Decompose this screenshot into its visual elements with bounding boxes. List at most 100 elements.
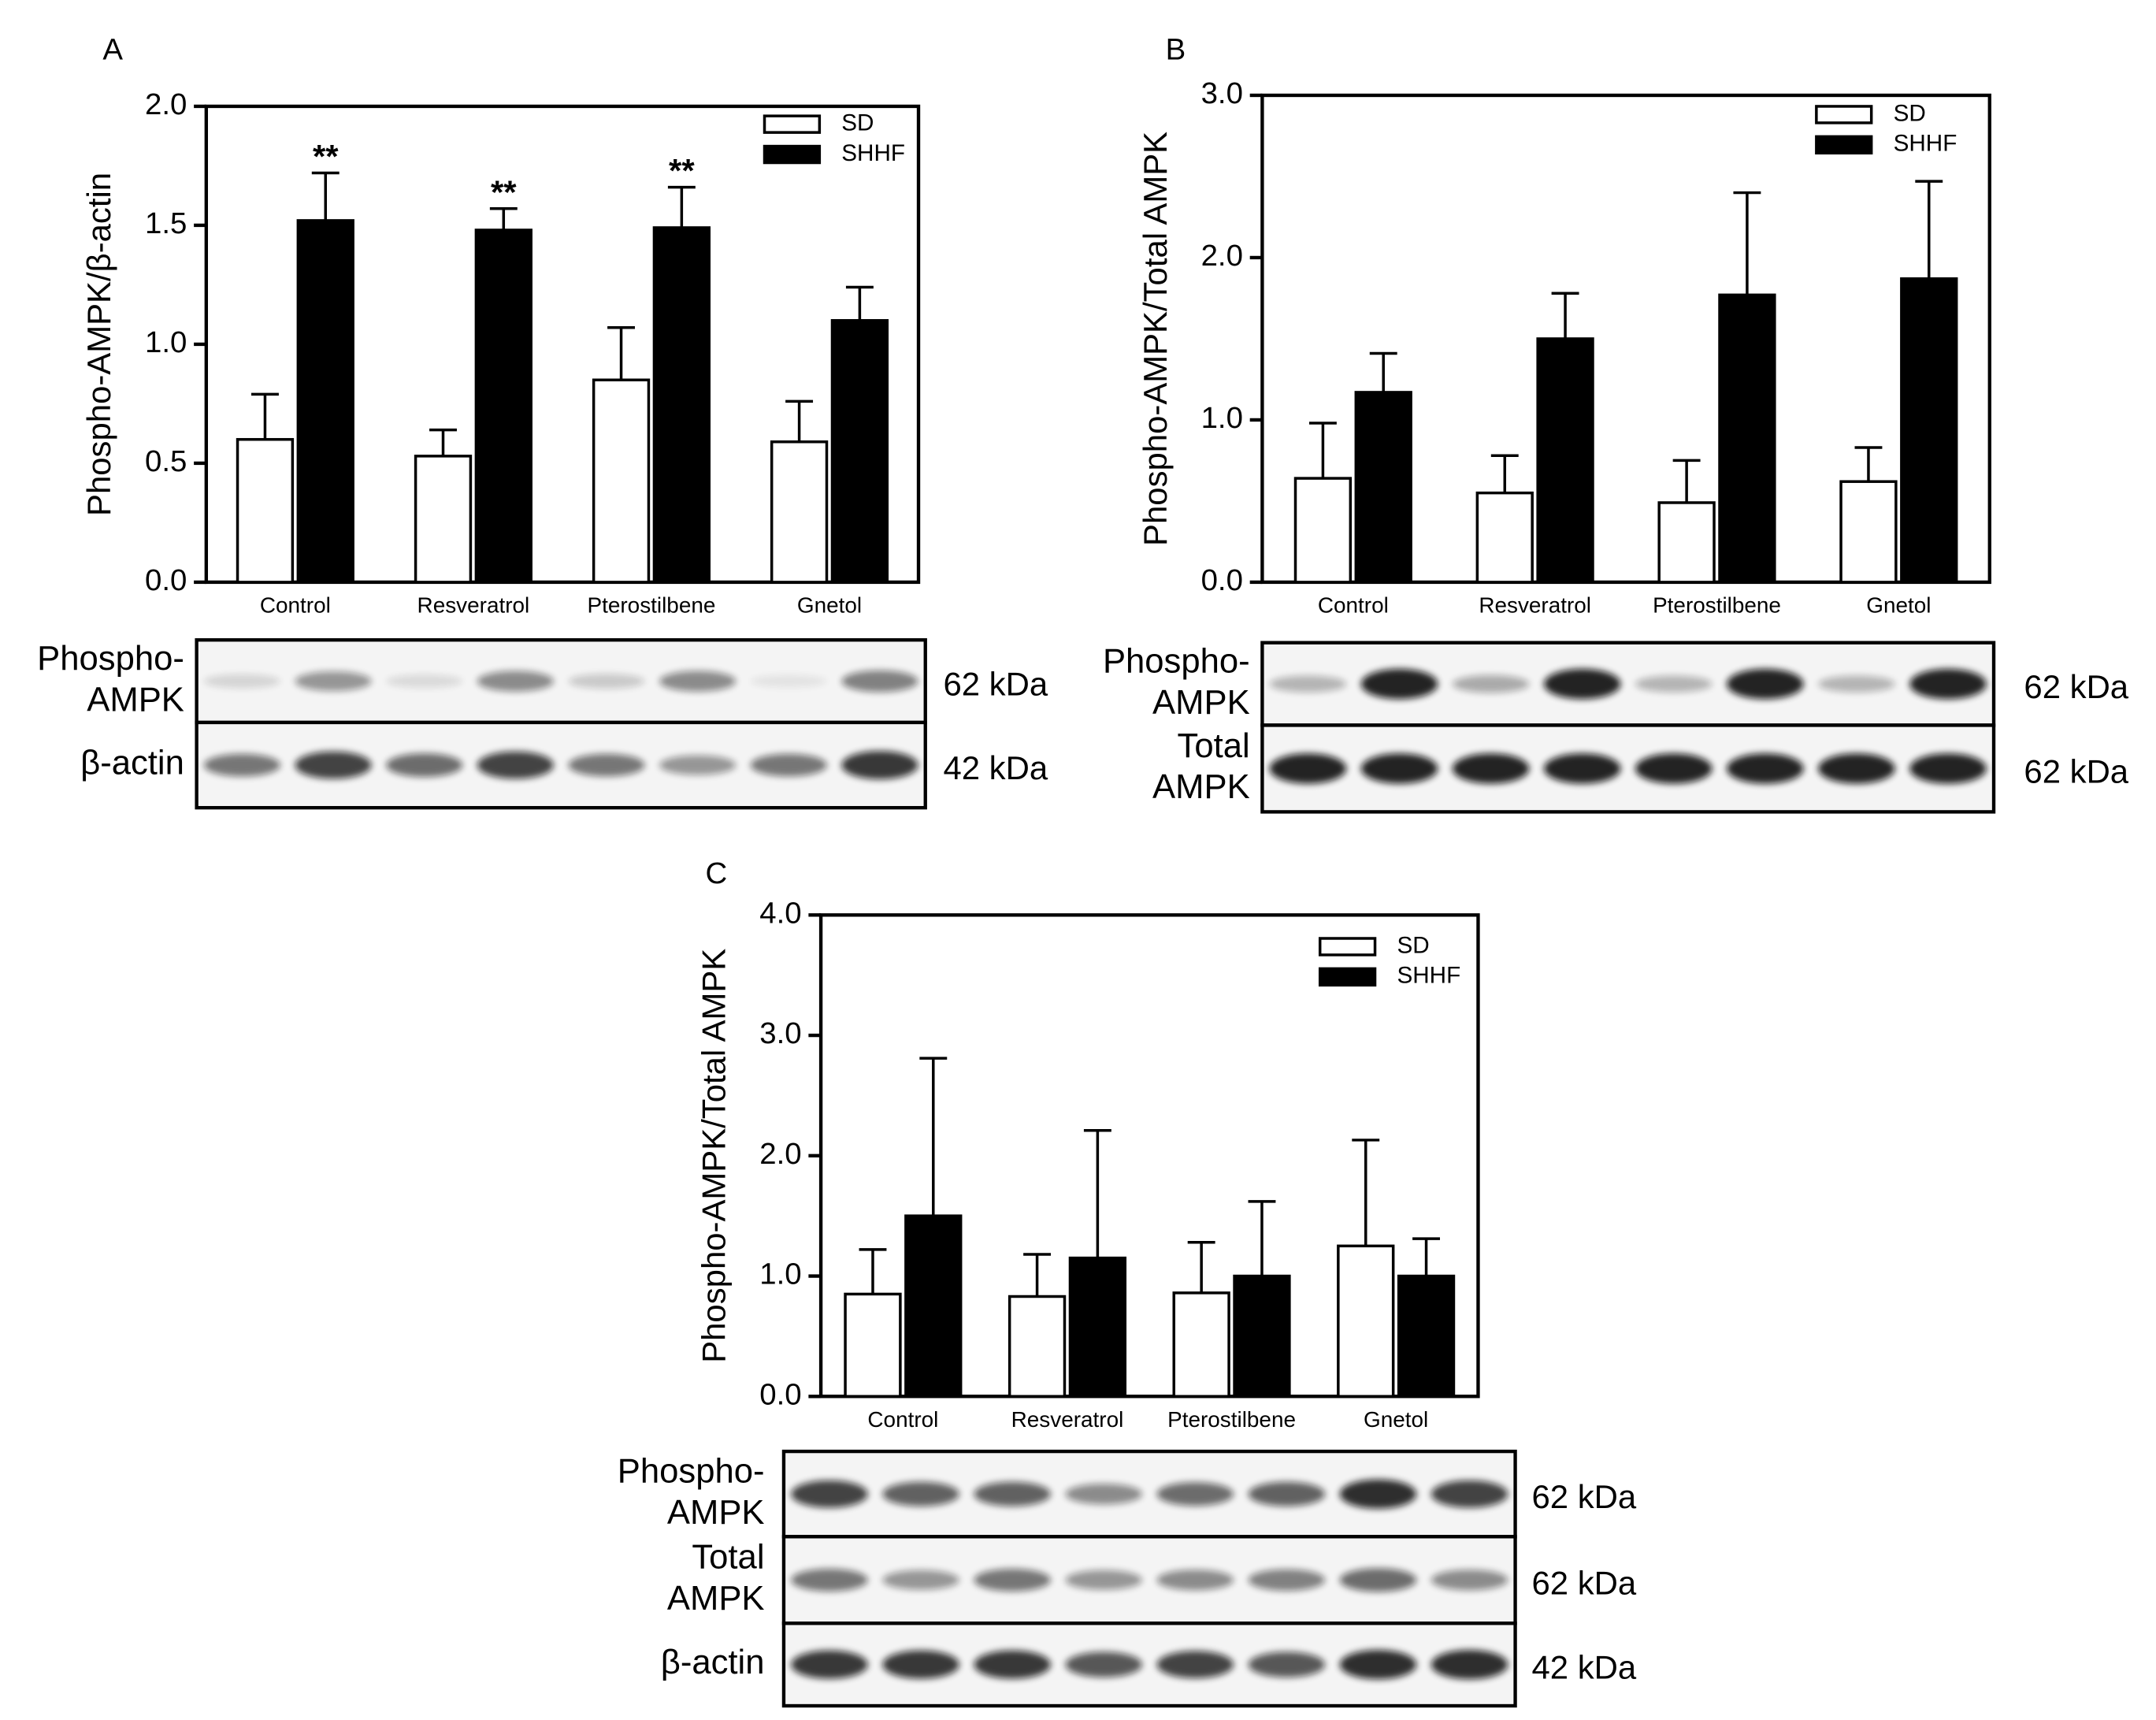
legend-swatch: [1318, 967, 1377, 987]
blot-size: 62 kDa: [1532, 1564, 1637, 1601]
bar: [830, 318, 889, 584]
x-tick-label: Control: [867, 1407, 938, 1432]
blot-band: [1818, 675, 1895, 693]
blot-band: [974, 1481, 1051, 1506]
legend-label: SHHF: [841, 140, 905, 166]
x-tick-label: Resveratrol: [1479, 593, 1591, 618]
blot-band: [791, 1480, 868, 1508]
legend-swatch: [763, 114, 822, 134]
blot-band: [791, 1568, 868, 1592]
bar: [1172, 1291, 1230, 1399]
bar: [1293, 477, 1353, 584]
x-tick-label: Pterostilbene: [1653, 593, 1781, 618]
blot-band: [203, 674, 281, 689]
blot-band: [1543, 753, 1621, 784]
blot-band: [386, 753, 463, 777]
blot-band: [1727, 753, 1804, 784]
blot-band: [1727, 668, 1804, 700]
blot-band: [1360, 753, 1438, 784]
y-axis-label: Phospho-AMPK/β-actin: [80, 173, 117, 516]
y-axis-label: Phospho-AMPK/Total AMPK: [1137, 132, 1174, 546]
blot-band: [1543, 668, 1621, 700]
blot-band: [659, 671, 737, 692]
blot-band: [1452, 674, 1530, 693]
blot-band: [1065, 1570, 1142, 1590]
bar: [474, 228, 533, 584]
bar: [236, 437, 295, 584]
blot-band: [882, 1570, 959, 1590]
blot-label: Phospho-: [1103, 642, 1250, 680]
blot-band: [974, 1650, 1051, 1679]
y-tick-label: 0.5: [145, 444, 187, 478]
blot-band: [791, 1650, 868, 1679]
blot-band: [1156, 1570, 1234, 1591]
blot-label: AMPK: [1152, 684, 1250, 722]
blot-label: Total: [692, 1539, 764, 1577]
y-axis-label: Phospho-AMPK/Total AMPK: [695, 949, 732, 1363]
plot-frame: [1260, 93, 1991, 585]
blot-label: AMPK: [667, 1580, 765, 1618]
blot-band: [1635, 675, 1713, 693]
blot-band: [1909, 668, 1987, 700]
blot-label: AMPK: [667, 1494, 765, 1532]
blot-band: [659, 755, 737, 775]
blot-label: β-actin: [661, 1644, 765, 1681]
blot-band: [1248, 1481, 1326, 1506]
legend-swatch: [763, 144, 822, 165]
bar: [844, 1292, 902, 1399]
legend-label: SD: [1397, 932, 1429, 958]
y-tick-label: 0.0: [145, 563, 187, 597]
bar: [1354, 391, 1412, 584]
blot-band: [882, 1650, 959, 1679]
blot-band: [477, 751, 554, 779]
blot-band: [882, 1481, 959, 1506]
x-tick-label: Pterostilbene: [1167, 1407, 1296, 1432]
y-tick-label: 0.0: [1201, 563, 1243, 597]
bar: [1337, 1244, 1395, 1399]
blot-label: Phospho-: [618, 1453, 765, 1491]
significance-label: **: [491, 173, 517, 210]
blot-band: [1339, 1479, 1417, 1509]
bar: [1475, 491, 1534, 584]
blot-band: [295, 671, 372, 692]
blot-band: [1339, 1650, 1417, 1680]
y-tick-label: 3.0: [1201, 76, 1243, 110]
x-tick-label: Gnetol: [797, 593, 862, 618]
y-tick-label: 4.0: [759, 896, 801, 930]
bar: [1657, 501, 1716, 584]
x-tick-label: Gnetol: [1866, 593, 1931, 618]
blot-size: 62 kDa: [943, 666, 1048, 703]
blot-band: [1635, 753, 1713, 784]
bar: [296, 219, 354, 584]
legend-label: SD: [841, 110, 874, 136]
panel-label: A: [102, 32, 123, 66]
plot-frame: [204, 104, 921, 585]
legend-swatch: [1815, 135, 1873, 155]
blot-band: [1269, 675, 1347, 693]
blot-band: [1269, 753, 1347, 784]
blot-band: [841, 670, 918, 693]
blot-label: Phospho-: [37, 640, 184, 678]
blot-band: [1431, 1480, 1508, 1508]
blot-band: [750, 674, 827, 688]
blot-band: [1248, 1569, 1326, 1591]
bar: [1068, 1256, 1127, 1399]
blot-band: [386, 674, 463, 689]
x-tick-label: Control: [260, 593, 331, 618]
significance-label: **: [313, 138, 339, 175]
blot-size: 62 kDa: [2024, 668, 2128, 705]
significance-label: **: [669, 152, 695, 189]
blot-size: 62 kDa: [1532, 1478, 1637, 1515]
y-tick-label: 2.0: [759, 1137, 801, 1171]
legend-swatch: [1318, 937, 1377, 957]
blot-label: Total: [1178, 727, 1250, 765]
blot-band: [1818, 753, 1895, 784]
bar: [1397, 1274, 1456, 1399]
y-tick-label: 1.0: [759, 1257, 801, 1291]
blot-band: [1065, 1651, 1142, 1677]
blot-band: [1156, 1482, 1234, 1506]
blot-band: [568, 674, 645, 689]
bar: [904, 1214, 963, 1399]
bar: [1233, 1274, 1291, 1399]
